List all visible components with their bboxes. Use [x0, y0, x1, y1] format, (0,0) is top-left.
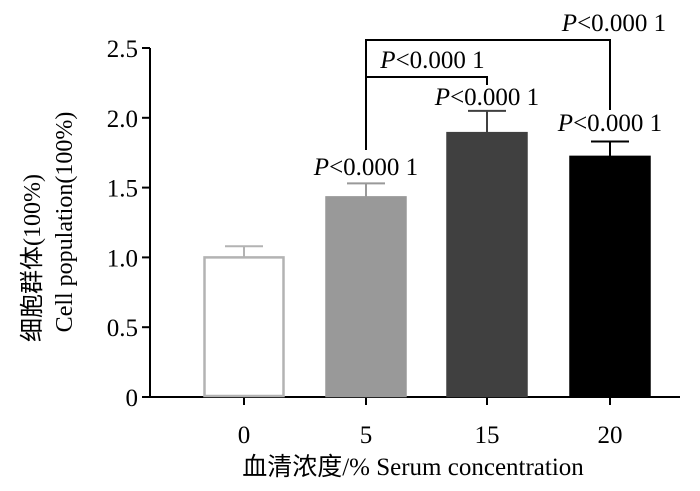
bar-significance-label: P<0.000 1	[313, 154, 418, 181]
y-tick-label: 0.5	[107, 315, 138, 342]
bar-significance-label: P<0.000 1	[434, 84, 539, 111]
y-tick-label: 1.5	[107, 176, 138, 203]
axes: 0 0.5 1.0 1.5 2.0 2.5 0 5 15 20	[107, 36, 680, 449]
bar	[325, 196, 407, 398]
significance-bracket	[365, 39, 611, 150]
bar-significance-label: P<0.000 1	[557, 110, 662, 137]
y-tick-label: 0	[126, 385, 139, 412]
bar	[446, 131, 528, 398]
y-tick-label: 1.0	[107, 245, 138, 272]
x-tick-label: 0	[238, 422, 251, 449]
x-tick-label: 15	[475, 422, 500, 449]
y-tick-label: 2.5	[107, 36, 138, 63]
bracket-significance-label: P<0.000 1	[379, 47, 484, 74]
y-axis-label-chinese: 细胞群体(100%)	[19, 174, 46, 342]
x-tick-label: 20	[598, 422, 623, 449]
y-tick-label: 2.0	[107, 106, 138, 133]
bar	[569, 155, 651, 398]
bars	[203, 109, 651, 398]
bracket-significance-label: P<0.000 1	[561, 10, 666, 37]
axis-labels: 血清浓度/% Serum concentration 细胞群体(100%) Ce…	[19, 112, 584, 481]
bar	[203, 256, 285, 398]
x-axis-label: 血清浓度/% Serum concentration	[242, 453, 584, 481]
y-axis-label-english: Cell population(100%)	[52, 112, 78, 333]
x-tick-label: 5	[360, 422, 373, 449]
annotations: P<0.000 1 P<0.000 1 P<0.000 1 P<0.000 1 P<0.…	[313, 10, 666, 181]
